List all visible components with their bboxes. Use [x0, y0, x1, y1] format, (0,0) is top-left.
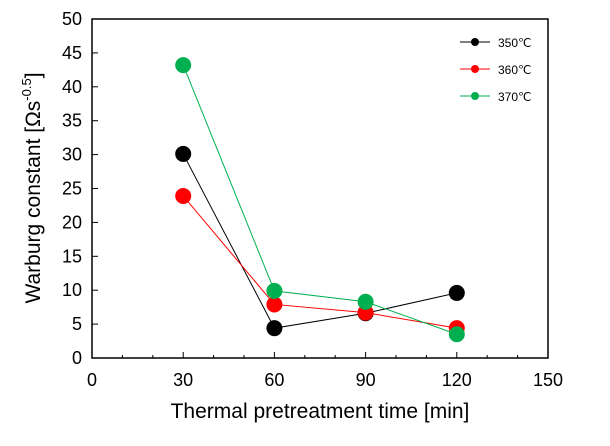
- series-point-0: [175, 145, 192, 162]
- legend-marker-2: [471, 92, 479, 100]
- series-point-2: [266, 282, 283, 299]
- legend: 350℃ 360℃ 370℃: [460, 36, 532, 104]
- y-tick-label: 25: [62, 179, 82, 199]
- y-axis-title: Warburg constant [Ωs-0.5]: [19, 72, 45, 303]
- series-line-0: [182, 153, 457, 329]
- y-axis-title-exponent: -0.5: [19, 78, 34, 100]
- series-line-2: [182, 64, 457, 335]
- series-point-0: [448, 284, 465, 301]
- x-axis-title: Thermal pretreatment time [min]: [171, 400, 470, 423]
- series-point-2: [357, 293, 374, 310]
- y-tick-label: 30: [62, 145, 82, 165]
- x-axis-ticks: 0 30 60 90 120 150: [87, 352, 563, 390]
- y-axis-title-close: ]: [22, 72, 45, 78]
- y-tick-label: 50: [62, 9, 82, 29]
- x-tick-label: 60: [264, 370, 284, 390]
- x-tick-label: 90: [356, 370, 376, 390]
- y-tick-label: 10: [62, 280, 82, 300]
- legend-label-0: 350℃: [498, 36, 532, 50]
- y-tick-label: 20: [62, 212, 82, 232]
- x-tick-label: 30: [173, 370, 193, 390]
- series-point-2: [448, 326, 465, 343]
- plot-frame: [91, 18, 549, 359]
- y-tick-label: 0: [72, 348, 82, 368]
- y-tick-label: 5: [72, 314, 82, 334]
- y-axis-ticks: 0 5 10 15 20 25 30 35 40 45 50: [62, 9, 98, 368]
- y-tick-label: 15: [62, 246, 82, 266]
- series-point-0: [266, 320, 283, 337]
- x-tick-label: 0: [87, 370, 97, 390]
- legend-marker-0: [471, 38, 479, 46]
- legend-label-1: 360℃: [498, 63, 532, 77]
- y-tick-label: 35: [62, 111, 82, 131]
- x-tick-label: 150: [533, 370, 563, 390]
- plot-border: [91, 18, 549, 359]
- series-point-1: [175, 187, 192, 204]
- series-layer: [175, 57, 465, 343]
- x-tick-label: 120: [442, 370, 472, 390]
- series-point-2: [175, 57, 192, 74]
- y-tick-label: 45: [62, 43, 82, 63]
- legend-marker-1: [471, 65, 479, 73]
- legend-label-2: 370℃: [498, 90, 532, 104]
- series-point-1: [266, 296, 283, 313]
- y-tick-label: 40: [62, 77, 82, 97]
- y-axis-title-main: Warburg constant [Ωs: [22, 101, 45, 304]
- series-line-1: [182, 195, 457, 329]
